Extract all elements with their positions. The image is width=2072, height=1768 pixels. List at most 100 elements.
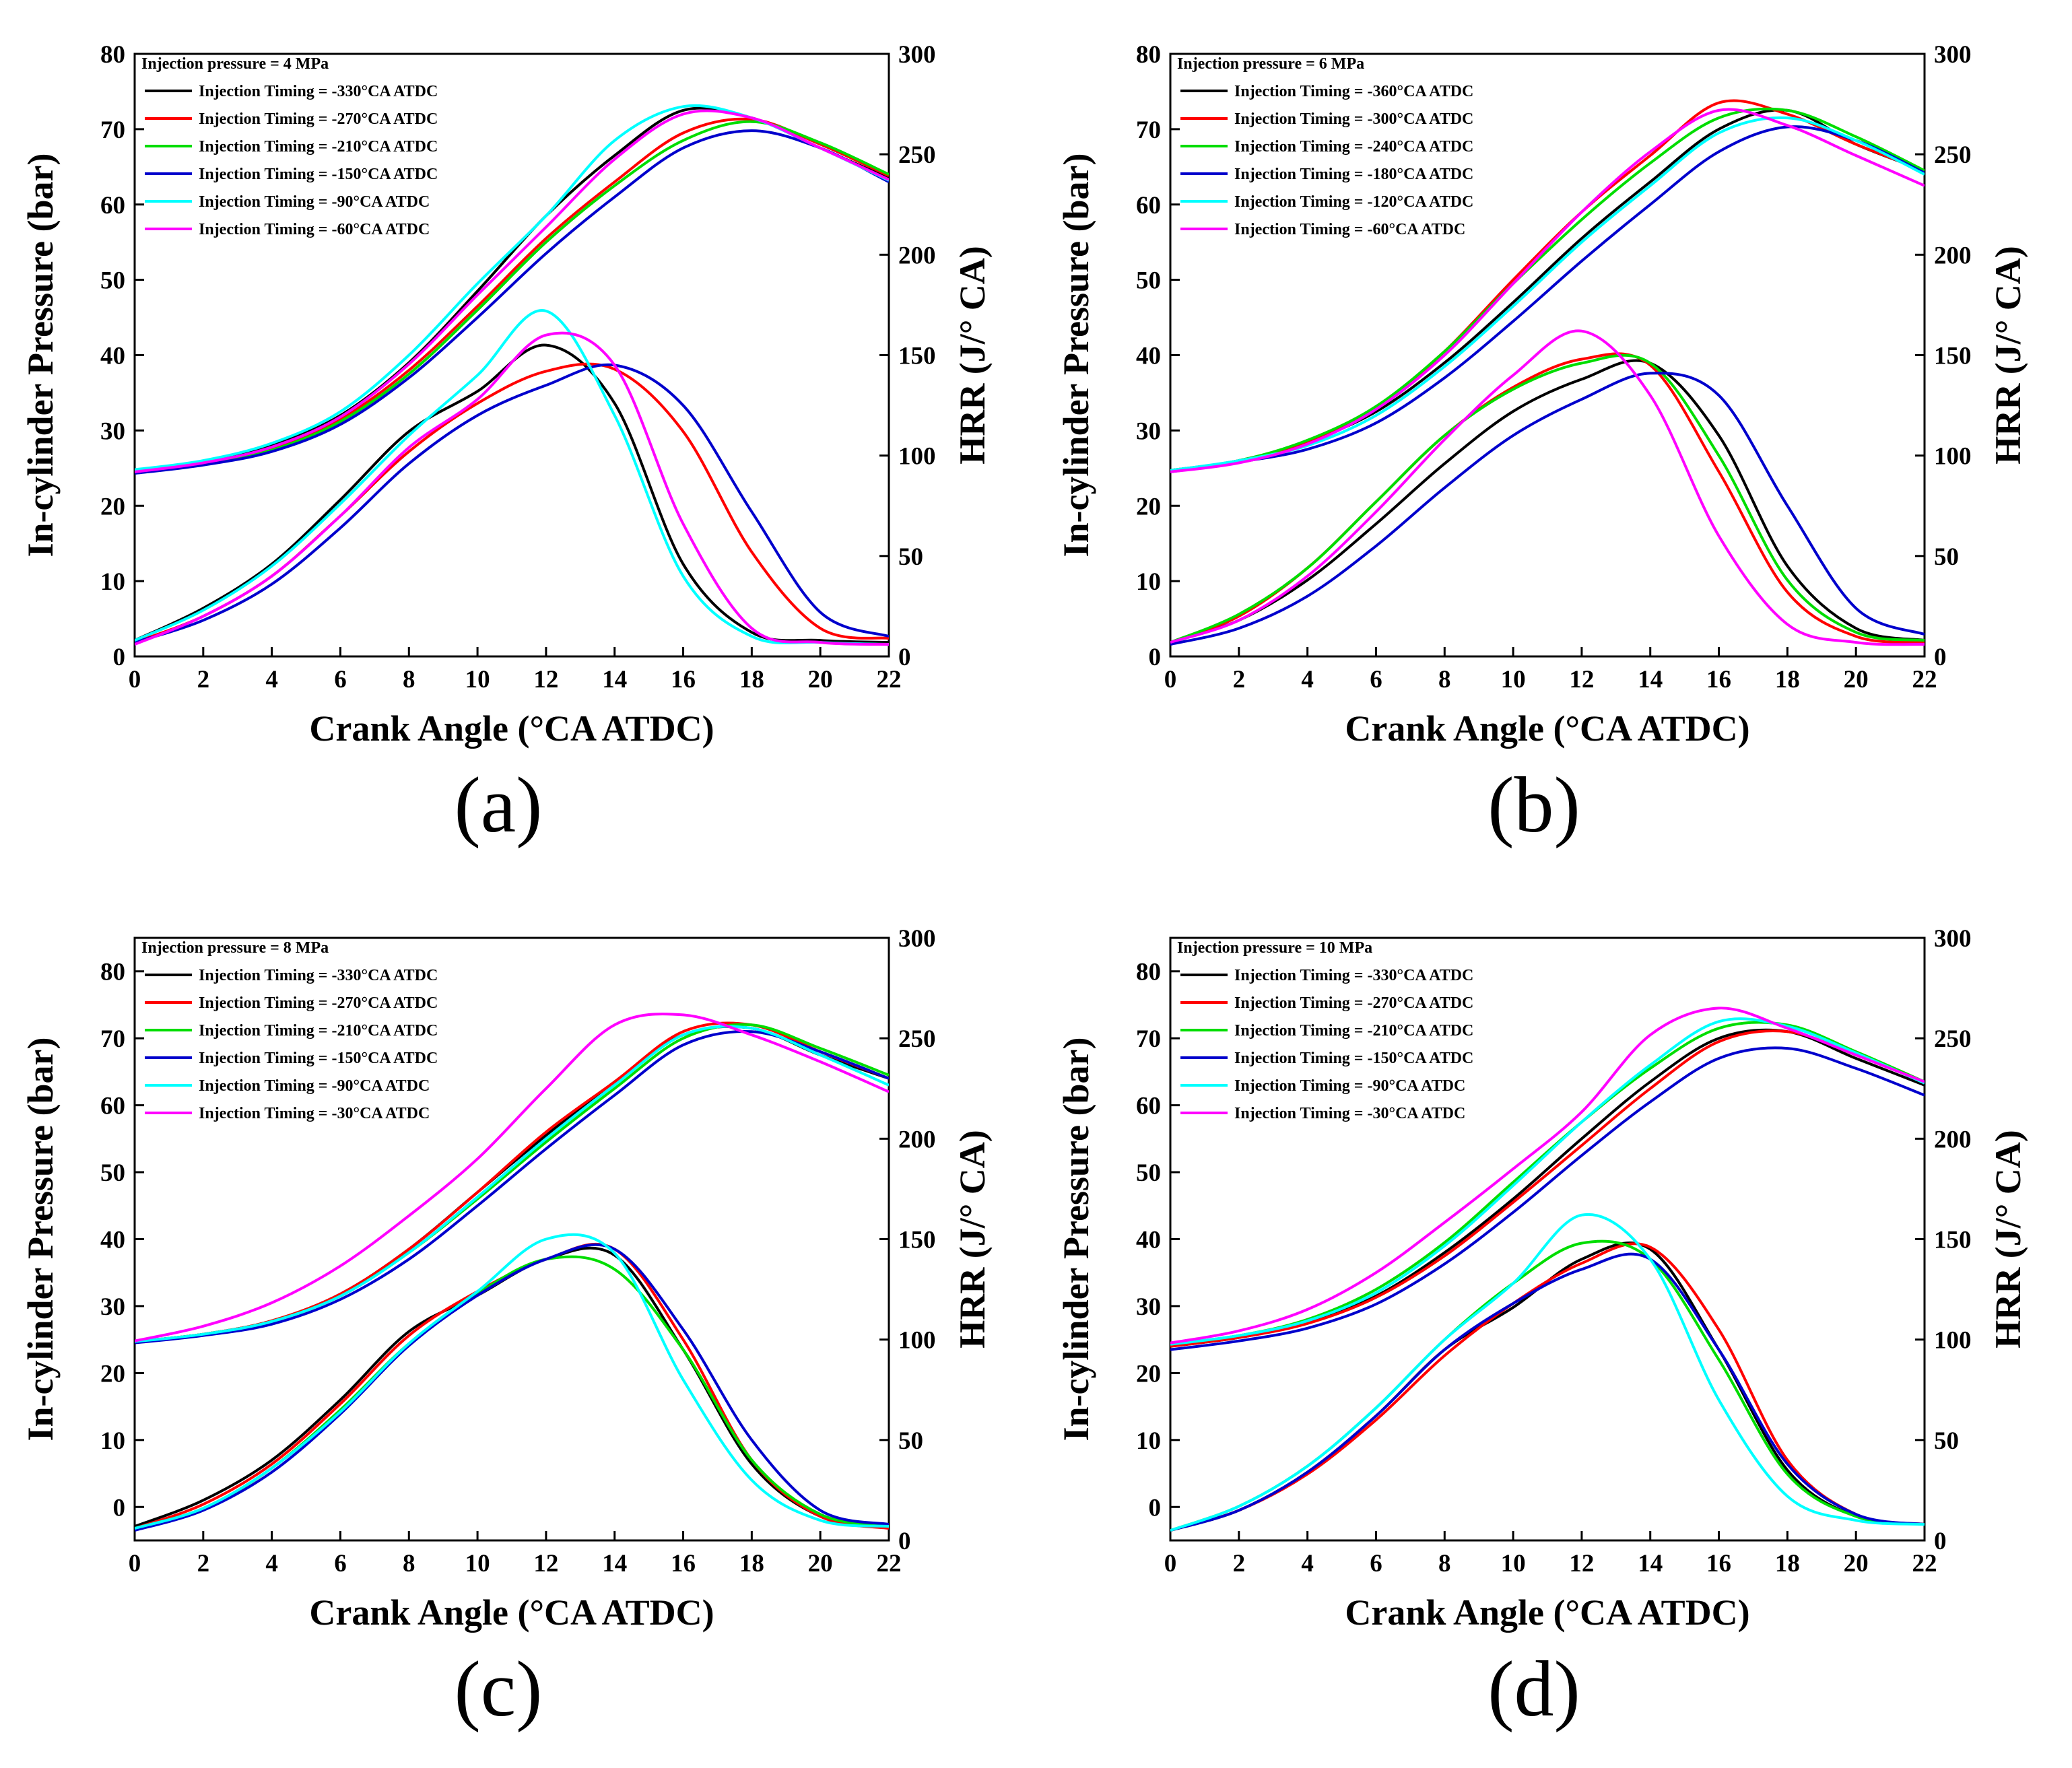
x-tick-label: 16 [671,666,696,693]
chart-panel: 0 2 4 6 8 10 12 14 16 18 20 22 0 10 20 30 40 50 60 70 80 0 50 1… [0,884,1036,1768]
hrr-line [135,309,889,646]
hrr-line [1170,352,1925,644]
pressure-line [1170,1017,1925,1346]
x-tick-label: 8 [403,1550,415,1577]
x-tick-label: 20 [1844,1550,1869,1577]
y-tick-label: 40 [100,1227,125,1254]
legend-entry: Injection Timing = -210°CA ATDC [1234,1022,1473,1040]
legend-entry: Injection Timing = -240°CA ATDC [1234,138,1473,156]
panel-label: (c) [455,1645,543,1733]
y-tick-label: 50 [100,267,125,295]
pressure-line [1170,1007,1925,1345]
hrr-line [1170,1252,1925,1532]
hrr-line [135,362,889,644]
y2-tick-label: 50 [1934,1427,1959,1455]
series-group [135,1013,889,1532]
hrr-line [1170,372,1925,646]
series-group [1170,1007,1925,1532]
x-tick-label: 14 [602,666,627,693]
y-tick-label: 30 [100,417,125,445]
x-tick-label: 8 [1438,1550,1451,1577]
pressure-line [135,129,889,475]
y-tick-label: 70 [100,1025,125,1053]
x-tick-label: 0 [129,666,141,693]
legend-entry: Injection Timing = -90°CA ATDC [199,193,430,211]
x-tick-label: 14 [602,1550,627,1577]
chart-panel: 0 2 4 6 8 10 12 14 16 18 20 22 0 10 20 30 40 50 60 70 80 0 50 1… [0,0,1036,884]
legend-entry: Injection Timing = -270°CA ATDC [199,994,438,1012]
x-tick-label: 16 [1706,1550,1731,1577]
legend-title: Injection pressure = 10 MPa [1177,939,1372,957]
y-tick-label: 0 [113,644,126,671]
y-tick-label: 10 [1136,1427,1161,1455]
y2-tick-label: 300 [1934,925,1972,953]
legend-entry: Injection Timing = -90°CA ATDC [199,1077,430,1095]
y-axis-title: In-cylinder Pressure (bar) [1056,154,1096,557]
y-tick-label: 60 [100,192,125,219]
y2-tick-label: 0 [898,1528,911,1555]
y-tick-label: 50 [1136,1159,1161,1187]
chart-svg: 0 2 4 6 8 10 12 14 16 18 20 22010203040506070800501… [1056,925,2028,1733]
legend-entry: Injection Timing = -210°CA ATDC [199,138,438,156]
y2-tick-label: 50 [1934,543,1959,571]
x-axis-title: Crank Angle (°CA ATDC) [309,1592,714,1633]
y2-tick-label: 150 [898,1227,936,1254]
y2-tick-label: 0 [898,644,911,671]
hrr-line [1170,1213,1925,1532]
x-tick-label: 16 [671,1550,696,1577]
pressure-line [135,1013,889,1342]
y-tick-label: 20 [100,1360,125,1388]
y2-tick-label: 50 [898,1427,923,1455]
y2-tick-label: 200 [1934,1126,1972,1153]
hrr-line [135,331,889,646]
y-tick-label: 10 [1136,568,1161,596]
y-tick-label: 70 [1136,1025,1161,1053]
x-tick-label: 0 [1164,666,1177,693]
x-tick-label: 22 [877,666,902,693]
x-tick-label: 12 [533,666,558,693]
y-tick-label: 20 [1136,1360,1161,1388]
y2-tick-label: 50 [898,543,923,571]
y-axis-title: In-cylinder Pressure (bar) [20,1038,61,1441]
pressure-line [135,1025,889,1343]
x-tick-label: 18 [739,1550,764,1577]
y-tick-label: 0 [1149,644,1162,671]
y2-tick-label: 100 [1934,1327,1972,1355]
y-tick-label: 80 [1136,959,1161,986]
legend-title: Injection pressure = 8 MPa [141,939,329,957]
x-tick-label: 20 [1844,666,1869,693]
y-axis-title: In-cylinder Pressure (bar) [1056,1038,1096,1441]
y2-axis-title: HRR (J/° CA) [952,246,993,465]
y2-axis-title: HRR (J/° CA) [1988,1130,2028,1349]
pressure-line [1170,107,1925,472]
y2-tick-label: 150 [1934,1227,1972,1254]
y2-tick-label: 100 [1934,443,1972,471]
legend-title: Injection pressure = 6 MPa [1177,55,1364,73]
panel-label: (b) [1488,761,1580,849]
x-axis-title: Crank Angle (°CA ATDC) [309,708,714,749]
x-tick-label: 18 [1775,666,1800,693]
y2-tick-label: 100 [898,1327,936,1355]
y2-tick-label: 0 [1934,644,1947,671]
x-tick-label: 4 [1301,1550,1314,1577]
y-tick-label: 50 [100,1159,125,1187]
series-group [1170,99,1925,646]
x-tick-label: 12 [533,1550,558,1577]
hrr-line [135,1243,889,1532]
y-tick-label: 10 [100,1427,125,1455]
hrr-line [135,363,889,644]
y2-tick-label: 100 [898,443,936,471]
pressure-line [135,1029,889,1345]
x-tick-label: 0 [1164,1550,1177,1577]
x-tick-label: 2 [1233,1550,1246,1577]
legend-entry: Injection Timing = -270°CA ATDC [199,110,438,128]
x-axis-title: Crank Angle (°CA ATDC) [1345,708,1749,749]
x-tick-label: 20 [808,1550,833,1577]
chart-svg: 0 2 4 6 8 10 12 14 16 18 20 22010203040506070800501… [1056,41,2028,849]
pressure-line [1170,108,1925,473]
y2-tick-label: 200 [898,1126,936,1153]
x-axis-title: Crank Angle (°CA ATDC) [1345,1592,1749,1633]
x-tick-label: 6 [334,666,347,693]
y-tick-label: 0 [1149,1494,1162,1522]
